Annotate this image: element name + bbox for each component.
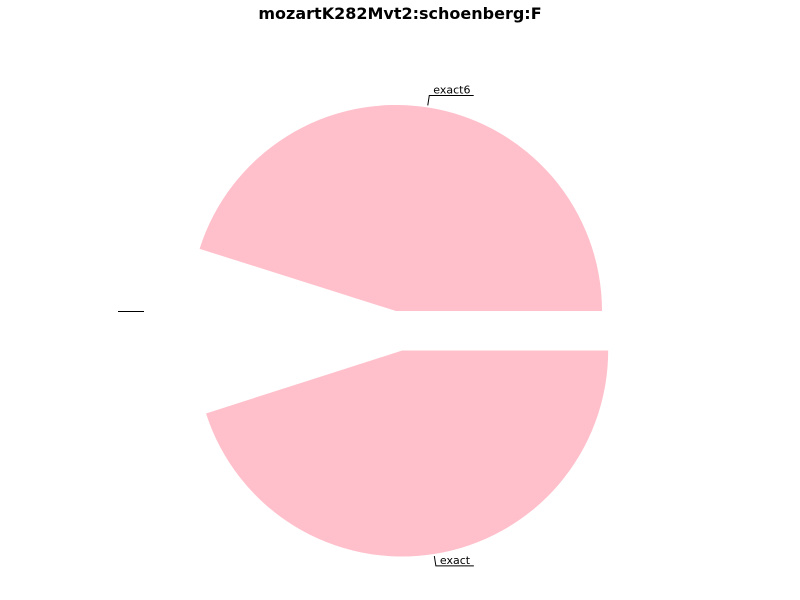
leader-line-exact6 xyxy=(427,95,474,106)
slice-label-exact6: exact6 xyxy=(433,84,470,97)
label-leaders xyxy=(118,95,474,567)
pie-slices xyxy=(150,105,609,557)
pie-slice-unlabeled-1 xyxy=(150,248,357,374)
leader-line-exact xyxy=(433,555,474,567)
slice-labels: exact exact6 xyxy=(433,84,470,567)
pie-slice-exact xyxy=(206,350,609,557)
slice-label-exact: exact xyxy=(440,554,471,567)
chart-title: mozartK282Mvt2:schoenberg:F xyxy=(258,4,542,23)
pie-slice-exact6 xyxy=(199,105,602,311)
